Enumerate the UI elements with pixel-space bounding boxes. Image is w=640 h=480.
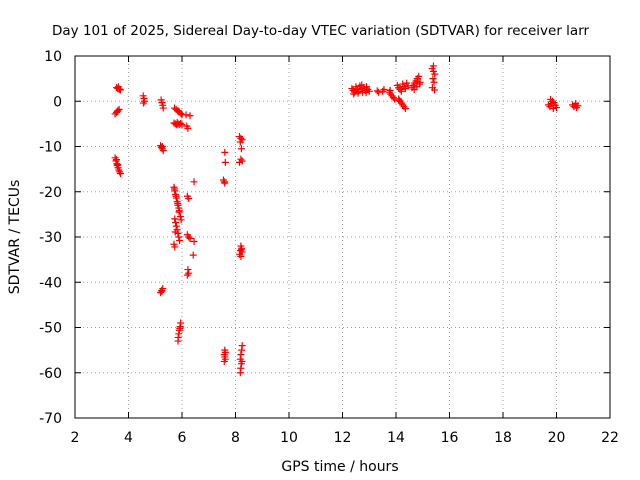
- x-tick-label: 16: [441, 430, 459, 446]
- x-tick-label: 20: [548, 430, 566, 446]
- y-tick-label: 10: [44, 49, 62, 65]
- y-tick-label: -20: [39, 185, 62, 201]
- x-tick-label: 2: [71, 430, 80, 446]
- x-tick-label: 10: [280, 430, 298, 446]
- x-tick-label: 4: [124, 430, 133, 446]
- y-tick-label: -50: [39, 321, 62, 337]
- y-axis-label: SDTVAR / TECUs: [7, 180, 23, 295]
- x-tick-label: 22: [601, 430, 619, 446]
- x-tick-label: 6: [178, 430, 187, 446]
- x-tick-label: 18: [494, 430, 512, 446]
- y-tick-label: -40: [39, 275, 62, 291]
- x-tick-label: 14: [387, 430, 405, 446]
- x-axis-label: GPS time / hours: [281, 459, 398, 475]
- y-tick-label: -30: [39, 230, 62, 246]
- y-tick-label: -60: [39, 366, 62, 382]
- x-tick-label: 8: [231, 430, 240, 446]
- x-tick-label: 12: [334, 430, 352, 446]
- chart-title: Day 101 of 2025, Sidereal Day-to-day VTE…: [52, 23, 590, 39]
- sdtvar-scatter-chart: Day 101 of 2025, Sidereal Day-to-day VTE…: [0, 0, 640, 480]
- y-tick-label: -10: [39, 140, 62, 156]
- y-tick-label: 0: [53, 94, 62, 110]
- y-tick-label: -70: [39, 411, 62, 427]
